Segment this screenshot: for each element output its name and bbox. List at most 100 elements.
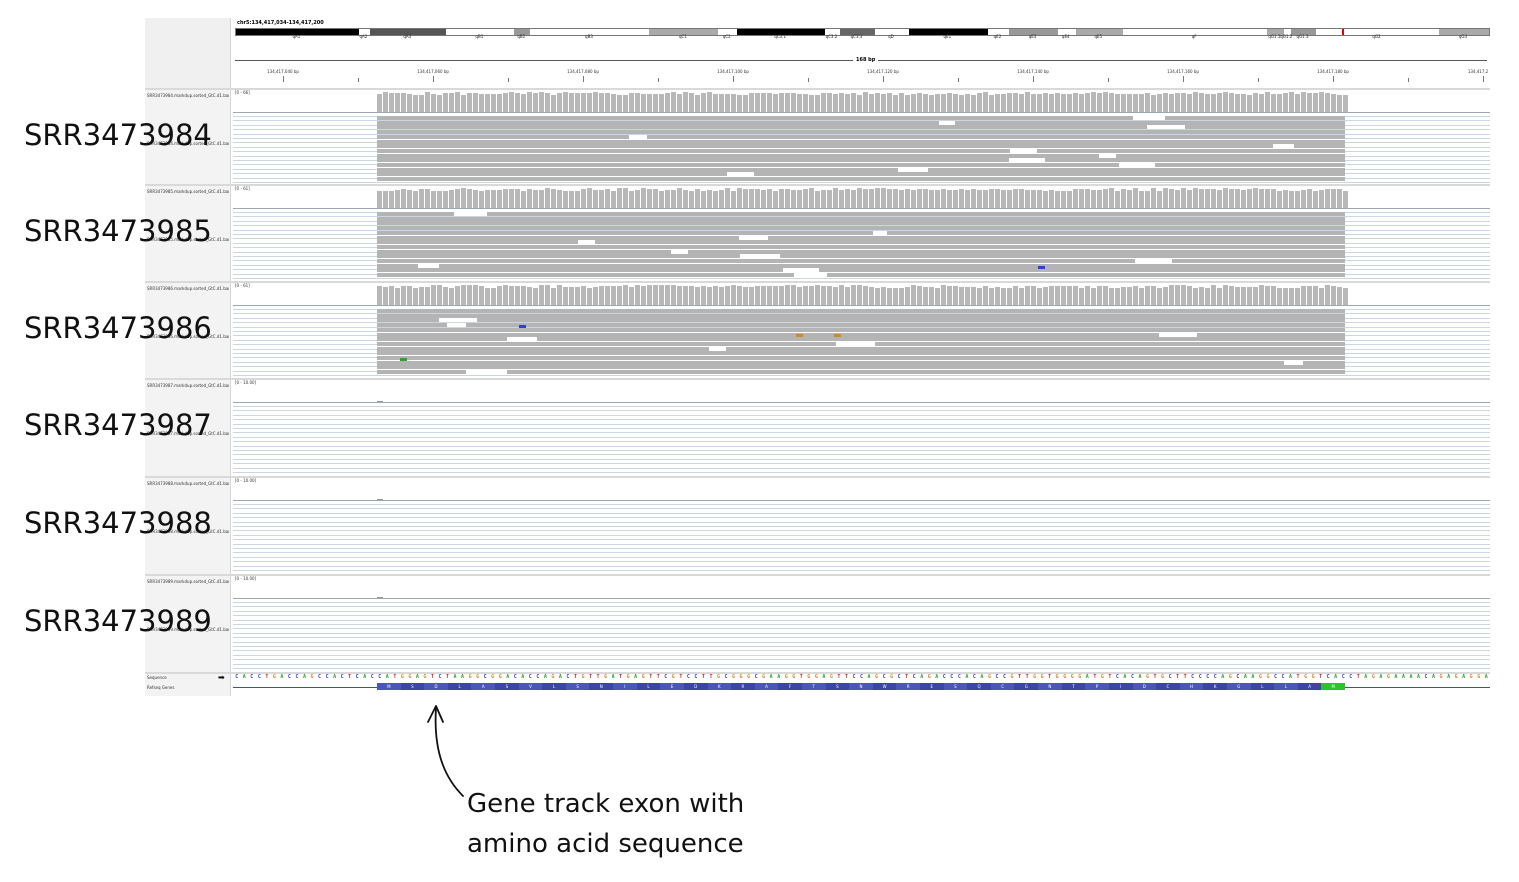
aligned-read[interactable] xyxy=(377,268,1345,273)
aligned-read[interactable] xyxy=(377,158,1345,163)
aligned-read[interactable] xyxy=(377,332,1345,337)
coverage-bar xyxy=(509,189,514,208)
coverage-bar xyxy=(1265,286,1270,305)
coverage-bar xyxy=(749,287,754,305)
sequence-base: T xyxy=(1048,674,1052,680)
alignment-row-line xyxy=(233,432,1490,434)
coverage-bar xyxy=(1247,95,1252,112)
coverage-bar xyxy=(839,285,844,305)
coverage-bar xyxy=(1211,189,1216,208)
aligned-read[interactable] xyxy=(377,172,1345,177)
sequence-base: G xyxy=(1304,674,1308,680)
coverage-bar xyxy=(665,285,670,305)
sequence-base: G xyxy=(1055,674,1059,680)
ideogram-band-label: qG2 xyxy=(1372,34,1381,39)
alignment-track-name[interactable]: SRR3473988.markdup.sorted_GtC.d1.bam xyxy=(147,529,229,534)
aligned-read[interactable] xyxy=(377,235,1345,240)
coverage-track-name[interactable]: SRR3473986.markdup.sorted_GtC.d1.bam Cov… xyxy=(147,286,229,291)
aligned-read[interactable] xyxy=(377,249,1345,254)
aligned-read[interactable] xyxy=(377,212,1345,216)
aligned-read[interactable] xyxy=(377,125,1345,130)
aligned-read[interactable] xyxy=(377,263,1345,268)
coverage-bar xyxy=(1007,93,1012,112)
coverage-track-name[interactable]: SRR3473989.markdup.sorted_GtC.d1.bam Cov… xyxy=(147,579,229,584)
aligned-read[interactable] xyxy=(377,327,1345,332)
alignment-track-name[interactable]: SRR3473985.markdup.sorted_GtC.d1.bam xyxy=(147,237,229,242)
sequence-base: G xyxy=(468,674,472,680)
alignment-track-name[interactable]: SRR3473987.markdup.sorted_GtC.d1.bam xyxy=(147,431,229,436)
aligned-read[interactable] xyxy=(377,365,1345,370)
aligned-read[interactable] xyxy=(377,221,1345,226)
aligned-read[interactable] xyxy=(377,356,1345,360)
coverage-bar xyxy=(671,285,676,305)
aligned-read[interactable] xyxy=(377,130,1345,135)
coverage-bar xyxy=(821,190,826,208)
aligned-read[interactable] xyxy=(377,230,1345,235)
aligned-read[interactable] xyxy=(377,360,1345,365)
aligned-read[interactable] xyxy=(377,226,1345,231)
aligned-read[interactable] xyxy=(377,370,1345,375)
alignment-track-name[interactable]: SRR3473986.markdup.sorted_GtC.d1.bam xyxy=(147,334,229,339)
chromosome-ideogram[interactable] xyxy=(235,28,1490,36)
alignment-row-line xyxy=(233,632,1490,634)
aligned-read[interactable] xyxy=(377,216,1345,221)
coverage-bar xyxy=(1205,94,1210,112)
strand-arrow-icon[interactable]: ➡ xyxy=(218,673,225,682)
coverage-bar xyxy=(761,286,766,305)
alignment-track-name[interactable]: SRR3473989.markdup.sorted_GtC.d1.bam xyxy=(147,627,229,632)
aligned-read[interactable] xyxy=(377,323,1345,328)
aligned-read[interactable] xyxy=(377,120,1345,125)
aligned-read[interactable] xyxy=(377,244,1345,249)
aligned-read[interactable] xyxy=(377,153,1345,158)
aligned-read[interactable] xyxy=(377,177,1345,182)
mismatch-base xyxy=(796,334,803,337)
coverage-baseline xyxy=(233,500,1490,501)
track-separator xyxy=(145,574,1490,576)
alignment-row-line xyxy=(233,414,1490,416)
coverage-bar xyxy=(953,94,958,112)
sequence-base: T xyxy=(1025,674,1029,680)
read-gap xyxy=(1010,148,1038,153)
aligned-read[interactable] xyxy=(377,134,1345,139)
amino-acid: S xyxy=(400,683,425,690)
aligned-read[interactable] xyxy=(377,163,1345,167)
alignment-track-name[interactable]: SRR3473984.markdup.sorted_GtC.d1.bam xyxy=(147,141,229,146)
coverage-bar xyxy=(1073,93,1078,112)
coverage-track-name[interactable]: SRR3473987.markdup.sorted_GtC.d1.bam Cov… xyxy=(147,383,229,388)
coverage-bar xyxy=(1109,288,1114,305)
sequence-base: A xyxy=(461,674,465,680)
aligned-read[interactable] xyxy=(377,309,1345,313)
coverage-bar xyxy=(1301,286,1306,305)
aligned-read[interactable] xyxy=(377,313,1345,318)
aligned-read[interactable] xyxy=(377,337,1345,342)
coverage-bar xyxy=(791,190,796,208)
aligned-read[interactable] xyxy=(377,167,1345,172)
coverage-bar xyxy=(527,189,532,208)
alignment-row-line xyxy=(233,641,1490,643)
aligned-read[interactable] xyxy=(377,346,1345,351)
coverage-bar xyxy=(953,190,958,208)
coverage-track-name[interactable]: SRR3473985.markdup.sorted_GtC.d1.bam Cov… xyxy=(147,189,229,194)
aligned-read[interactable] xyxy=(377,259,1345,263)
coverage-bar xyxy=(731,285,736,305)
coverage-track-name[interactable]: SRR3473984.markdup.sorted_GtC.d1.bam Cov… xyxy=(147,93,229,98)
aligned-read[interactable] xyxy=(377,139,1345,144)
coverage-bar xyxy=(1163,188,1168,208)
coverage-bar xyxy=(1121,189,1126,208)
aligned-read[interactable] xyxy=(377,148,1345,153)
aligned-read[interactable] xyxy=(377,254,1345,259)
coverage-bar xyxy=(851,93,856,112)
aligned-read[interactable] xyxy=(377,351,1345,356)
aligned-read[interactable] xyxy=(377,144,1345,149)
sequence-base: G xyxy=(1258,674,1262,680)
data-panel[interactable]: chr5:134,417,034-134,417,200 qA1 qA2 qA3 qB… xyxy=(233,18,1490,696)
coverage-track-name[interactable]: SRR3473988.markdup.sorted_GtC.d1.bam Cov… xyxy=(147,481,229,486)
curved-arrow-icon xyxy=(427,705,464,797)
sample-label: SRR3473984 xyxy=(24,118,212,152)
aligned-read[interactable] xyxy=(377,116,1345,120)
aligned-read[interactable] xyxy=(377,318,1345,323)
aligned-read[interactable] xyxy=(377,240,1345,245)
aligned-read[interactable] xyxy=(377,273,1345,278)
coverage-scale: [0 - 10.00] xyxy=(235,380,257,385)
